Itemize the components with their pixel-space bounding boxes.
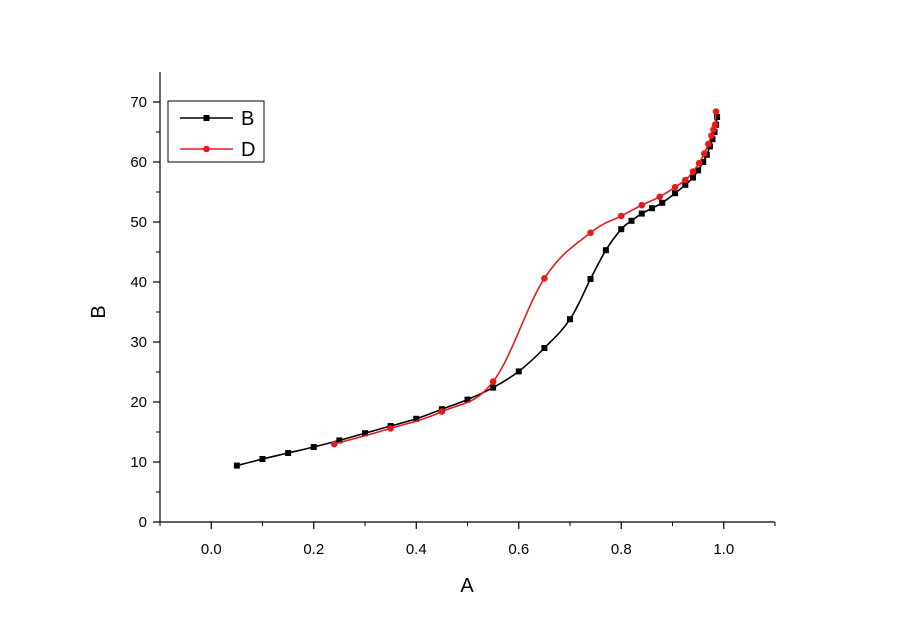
y-axis-title: B [88, 305, 110, 318]
x-tick-label: 0.6 [508, 541, 529, 558]
legend-label-b: B [241, 108, 254, 130]
data-point-b [649, 205, 655, 212]
data-point-b [700, 159, 707, 165]
y-tick-label: 40 [130, 274, 147, 291]
y-tick-label: 0 [139, 514, 147, 531]
data-point-b [602, 247, 609, 254]
data-point-b [259, 456, 266, 462]
y-tick-label: 20 [130, 394, 147, 411]
data-point-d [638, 201, 646, 209]
data-point-b [672, 190, 679, 197]
data-point-d [587, 229, 594, 237]
legend-label-d: D [241, 139, 255, 161]
legend-marker-b [203, 115, 210, 121]
data-point-b [413, 415, 420, 422]
legend-entry-d: D [180, 139, 255, 161]
x-tick-label: 1.0 [713, 541, 734, 558]
data-point-b [690, 174, 696, 181]
data-point-b [587, 276, 594, 282]
data-point-b [638, 210, 645, 217]
data-point-d [689, 168, 697, 175]
data-point-b [567, 316, 573, 323]
data-point-d [700, 150, 708, 157]
data-point-b [714, 114, 721, 120]
data-point-b [659, 199, 666, 206]
data-point-b [515, 368, 522, 375]
data-point-d [682, 176, 689, 184]
y-tick-label: 60 [130, 154, 147, 171]
data-point-d [712, 108, 720, 115]
data-point-b [682, 181, 689, 188]
legend: B D [167, 100, 265, 163]
data-point-d [617, 212, 625, 220]
data-point-d [387, 425, 394, 432]
data-point-b [464, 396, 471, 403]
data-point-d [438, 408, 446, 415]
y-tick-label: 30 [130, 334, 147, 351]
data-point-d [671, 183, 679, 191]
data-point-b [233, 462, 240, 469]
data-point-d [711, 121, 719, 129]
y-tick-label: 10 [130, 454, 147, 471]
data-point-d [541, 275, 548, 282]
data-point-b [628, 217, 635, 224]
series-b [233, 114, 721, 469]
data-point-b [709, 136, 716, 143]
x-tick-label: 0.0 [201, 541, 222, 558]
data-point-d [330, 440, 338, 448]
y-tick-label: 50 [130, 214, 147, 231]
data-point-b [310, 444, 317, 450]
y-tick-label: 70 [130, 94, 147, 111]
series-d [330, 108, 720, 448]
series-line-b [236, 116, 718, 467]
legend-box [167, 100, 265, 163]
axes: 0.0 0.2 0.4 0.6 0.8 1.0 0 10 20 30 40 50 60 70 [130, 72, 776, 558]
data-point-d [705, 140, 712, 148]
data-point-d [708, 132, 715, 139]
data-point-b [618, 226, 625, 233]
data-point-d [489, 378, 497, 385]
x-tick-label: 0.4 [406, 541, 427, 558]
series-line-d [334, 111, 717, 445]
legend-marker-d [203, 145, 210, 153]
data-point-b [490, 384, 497, 391]
legend-entry-b: B [180, 108, 254, 130]
x-tick-label: 0.8 [611, 541, 632, 558]
x-axis-title: A [460, 575, 474, 597]
data-point-b [362, 430, 368, 437]
x-tick-label: 0.2 [303, 541, 324, 558]
data-point-d [656, 193, 663, 201]
data-point-b [541, 345, 548, 351]
data-point-d [695, 159, 703, 167]
series-layer [233, 108, 721, 469]
data-point-b [336, 437, 343, 444]
data-point-b [695, 167, 702, 174]
data-point-b [285, 450, 292, 456]
